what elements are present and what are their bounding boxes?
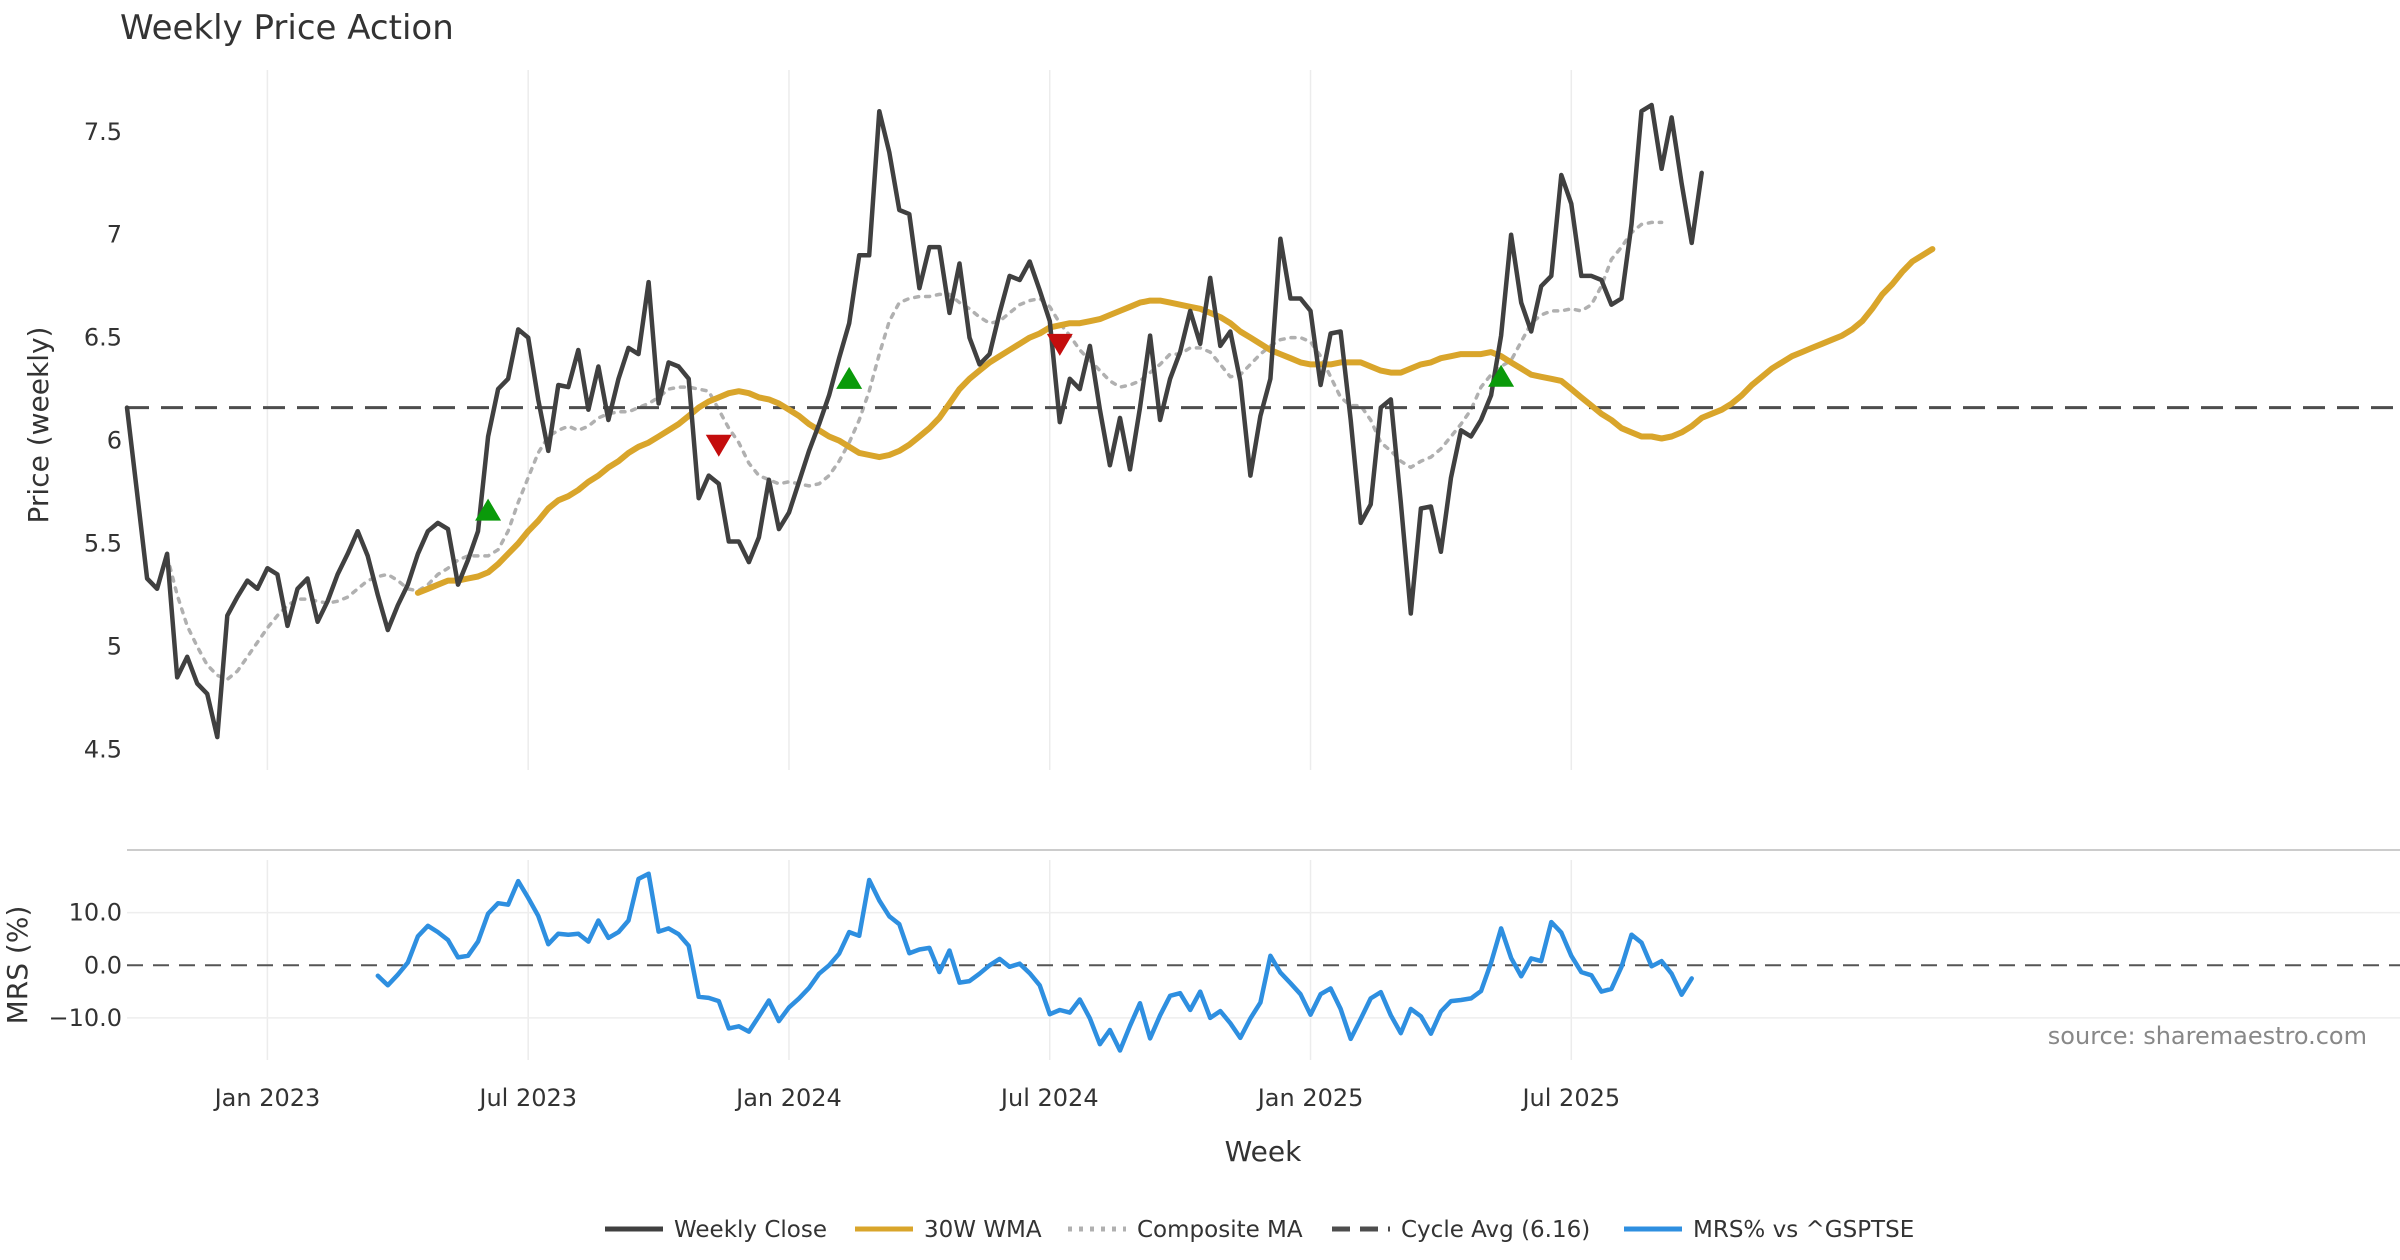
x-tick-label: Jan 2025 <box>1256 1084 1364 1112</box>
price-y-tick-label: 4.5 <box>84 735 122 763</box>
price-y-tick-label: 6.5 <box>84 324 122 352</box>
mrs-axis-label: MRS (%) <box>1 906 34 1025</box>
price-y-tick-label: 6 <box>107 427 122 455</box>
composite-ma-line <box>165 220 1664 682</box>
x-tick-label: Jan 2023 <box>213 1084 321 1112</box>
legend-label-cycle-avg-6-16: Cycle Avg (6.16) <box>1401 1217 1590 1243</box>
x-tick-label: Jul 2023 <box>477 1084 577 1112</box>
buy-signal-marker <box>1488 364 1515 387</box>
weekly-close-line <box>124 102 1704 740</box>
x-tick-label: Jul 2025 <box>1520 1084 1620 1112</box>
legend-label-mrs-vs-gsptse: MRS% vs ^GSPTSE <box>1693 1217 1914 1243</box>
price-y-tick-label: 5 <box>107 632 122 660</box>
mrs-y-tick-label: −10.0 <box>48 1004 122 1032</box>
price-grid <box>266 70 1573 770</box>
sell-signal-marker <box>705 434 732 457</box>
mrs-y-ticks: −10.0 0.0 10.0 <box>48 899 122 1032</box>
chart-title: Weekly Price Action <box>120 8 454 48</box>
price-axis-label: Price (weekly) <box>22 327 55 524</box>
buy-signal-marker <box>475 498 502 521</box>
30w-wma-line <box>414 246 1936 596</box>
mrs-y-tick-label: 0.0 <box>84 951 122 979</box>
x-tick-label: Jan 2024 <box>734 1084 842 1112</box>
legend: Weekly Close 30W WMA Composite MA Cycle Avg… <box>605 1217 1914 1243</box>
x-tick-label: Jul 2024 <box>999 1084 1099 1112</box>
mrs-vs-gsptse-line <box>375 871 1694 1053</box>
legend-label-composite-ma: Composite MA <box>1137 1217 1303 1243</box>
x-axis-label: Week <box>1225 1135 1302 1168</box>
x-ticks: Jan 2023 Jul 2023 Jan 2024 Jul 2024 Jan 2025… <box>213 1084 1621 1112</box>
price-y-tick-label: 7 <box>107 221 122 249</box>
legend-label-30w-wma: 30W WMA <box>924 1217 1042 1243</box>
sell-signal-marker <box>1046 333 1073 356</box>
signal-markers <box>475 333 1515 521</box>
legend-label-weekly-close: Weekly Close <box>674 1217 827 1243</box>
price-y-tick-label: 5.5 <box>84 530 122 558</box>
buy-signal-marker <box>836 366 863 389</box>
price-series <box>124 102 2400 740</box>
mrs-grid <box>127 860 2400 1060</box>
mrs-series <box>375 871 1694 1053</box>
source-note: source: sharemaestro.com <box>2048 1022 2367 1050</box>
mrs-y-tick-label: 10.0 <box>69 899 122 927</box>
price-y-tick-label: 7.5 <box>84 118 122 146</box>
price-y-ticks: 4.5 5 5.5 6 6.5 7 7.5 <box>84 118 122 764</box>
